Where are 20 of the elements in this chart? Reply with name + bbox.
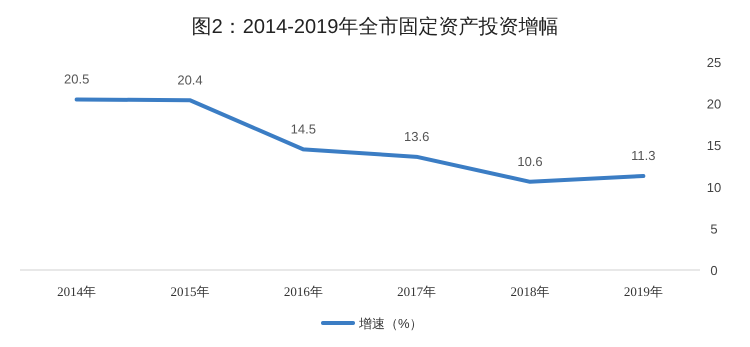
y-tick-label: 10 (706, 180, 722, 195)
data-label: 13.6 (404, 128, 430, 144)
y-tick-label: 15 (706, 138, 722, 154)
chart-title: 图2：2014-2019年全市固定资产投资增幅 (192, 16, 558, 38)
data-label: 20.4 (177, 72, 203, 88)
y-tick-label: 25 (706, 55, 722, 70)
data-label: 20.5 (64, 71, 90, 86)
y-tick-label: 0 (710, 263, 718, 278)
x-tick-label: 2015年 (170, 284, 210, 299)
y-tick-label: 5 (710, 221, 718, 236)
legend-label: 增速（%） (358, 316, 423, 331)
x-tick-label: 2017年 (397, 284, 436, 299)
y-tick-label: 20 (706, 96, 722, 112)
data-label: 14.5 (290, 121, 316, 136)
x-tick-label: 2016年 (284, 284, 323, 299)
x-tick-label: 2018年 (510, 284, 550, 299)
x-tick-label: 2014年 (57, 284, 96, 299)
data-label: 10.6 (517, 154, 543, 169)
x-tick-label: 2019年 (624, 284, 663, 299)
data-label: 11.3 (631, 148, 656, 163)
